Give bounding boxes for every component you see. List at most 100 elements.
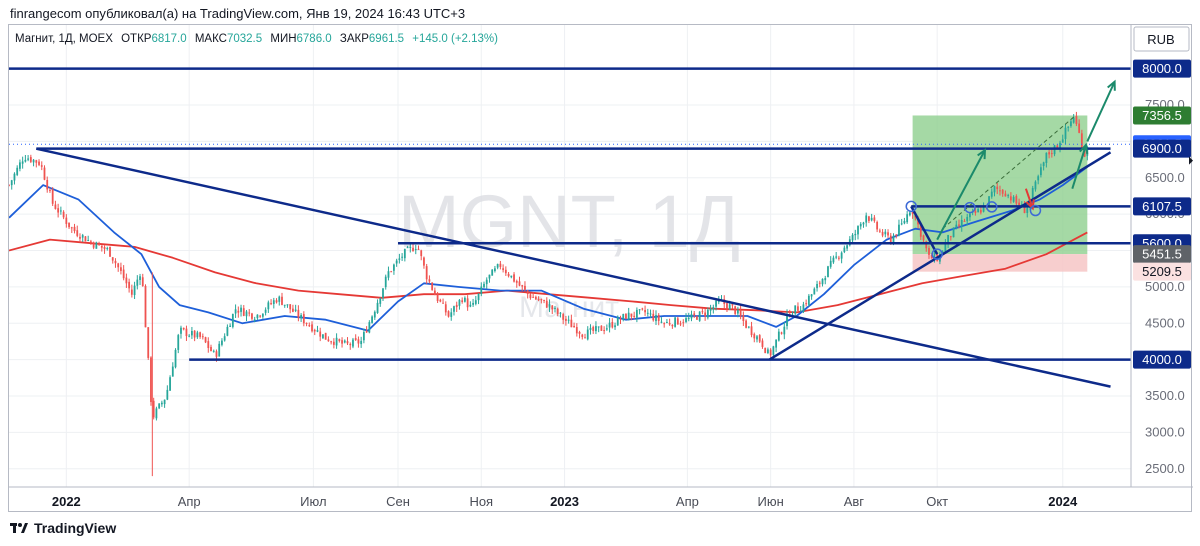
watermark: MGNT, 1Д Магнит (398, 180, 740, 324)
candle-body (794, 305, 797, 314)
candle-body (805, 303, 808, 305)
candle-body (685, 318, 687, 322)
candle-body (24, 159, 27, 162)
candle-body (207, 341, 210, 349)
candle-body (747, 326, 750, 328)
legend: Магнит, 1Д, MOEX ОТКР6817.0 МАКС7032.5 М… (15, 33, 498, 45)
candle-body (406, 247, 409, 249)
candle-body (507, 273, 510, 277)
candle-body (611, 321, 614, 328)
candle-body (581, 334, 584, 337)
candle-body (395, 260, 398, 264)
candle-body (19, 162, 21, 169)
candle-body (231, 314, 234, 327)
candle-body (185, 328, 188, 337)
candle-body (286, 304, 289, 306)
candle-body (182, 327, 185, 330)
candle-body (666, 322, 668, 324)
candle-body (463, 297, 466, 302)
price-badges: 8000.07356.56961.56900.06107.55600.05451… (1133, 59, 1193, 369)
candle-body (10, 180, 13, 186)
candle-body (570, 319, 573, 328)
candle-body (876, 221, 879, 230)
candle-body (635, 309, 638, 318)
legend-change: +145.0 (+2.13%) (412, 33, 498, 45)
candle-body (283, 304, 286, 306)
candle-body (379, 297, 382, 304)
candle-body (466, 298, 469, 308)
stop-zone (912, 254, 1088, 272)
candle-body (622, 314, 625, 319)
candle-body (868, 216, 870, 221)
candle-body (1040, 167, 1042, 176)
candle-body (444, 304, 447, 313)
candle-body (775, 339, 778, 348)
candle-body (873, 217, 876, 221)
candle-body (982, 206, 985, 212)
x-tick-label: Июн (758, 494, 784, 509)
candle-body (835, 256, 838, 258)
candle-body (925, 241, 928, 249)
candle-body (898, 224, 900, 236)
price-badge (1133, 59, 1191, 78)
candle-body (592, 326, 595, 331)
candle-body (1026, 208, 1029, 213)
candle-body (281, 296, 283, 305)
candle-body (169, 377, 171, 391)
candle-body (79, 236, 81, 239)
candle-body (537, 298, 540, 301)
candle-body (532, 296, 535, 298)
candle-body (807, 295, 810, 305)
candle-body (201, 336, 204, 338)
y-tick-label: 6500.0 (1145, 170, 1185, 185)
price-badge (1133, 262, 1191, 281)
candle-body (49, 189, 51, 191)
candle-body (753, 334, 756, 339)
candle-body (371, 316, 373, 323)
arrow-head (1079, 142, 1089, 155)
candle-body (431, 282, 434, 290)
candle-body (313, 329, 316, 332)
brand-footer[interactable]: TradingView (10, 520, 116, 536)
candle-body (745, 320, 747, 328)
candle-body (191, 330, 193, 336)
candle-body (349, 344, 352, 346)
candle-body (797, 306, 799, 311)
candle-body (158, 403, 161, 409)
drawings[interactable] (9, 67, 1131, 388)
candle-body (627, 312, 630, 320)
candle-body (210, 346, 212, 352)
chart-panel[interactable]: MGNT, 1Д Магнит 2500.0 3000.0 3500.0 4000.0… (8, 24, 1193, 513)
legend-open: 6817.0 (151, 33, 186, 45)
candle-body (341, 340, 343, 344)
candle-body (29, 157, 32, 162)
price-badge-label: 8000.0 (1142, 61, 1182, 76)
candlestick-chart[interactable]: MGNT, 1Д Магнит 2500.0 3000.0 3500.0 4000.0… (9, 25, 1193, 513)
candle-body (534, 296, 537, 300)
candle-body (1031, 187, 1034, 200)
marker-circle (964, 201, 976, 214)
candle-body (166, 389, 169, 400)
candle-body (761, 340, 764, 347)
candle-body (1048, 152, 1051, 155)
candle-body (802, 304, 805, 312)
candle-body (436, 293, 439, 301)
currency-box[interactable]: RUB (1133, 26, 1190, 52)
candle-body (332, 341, 335, 345)
candle-body (59, 210, 62, 212)
price-badge-label: 6900.0 (1142, 141, 1182, 156)
candles (9, 111, 1089, 477)
price-badge-label: 5451.5 (1142, 247, 1182, 262)
candle-body (655, 315, 657, 322)
candle-body (199, 332, 201, 337)
candle-body (518, 281, 521, 286)
candle-body (816, 284, 818, 289)
candle-body (144, 285, 147, 328)
candle-body (417, 248, 420, 250)
candle-body (1067, 126, 1070, 128)
candle-body (234, 309, 237, 314)
candle-body (739, 309, 742, 317)
candle-body (589, 327, 592, 330)
candle-body (786, 313, 788, 327)
candle-body (884, 231, 887, 235)
